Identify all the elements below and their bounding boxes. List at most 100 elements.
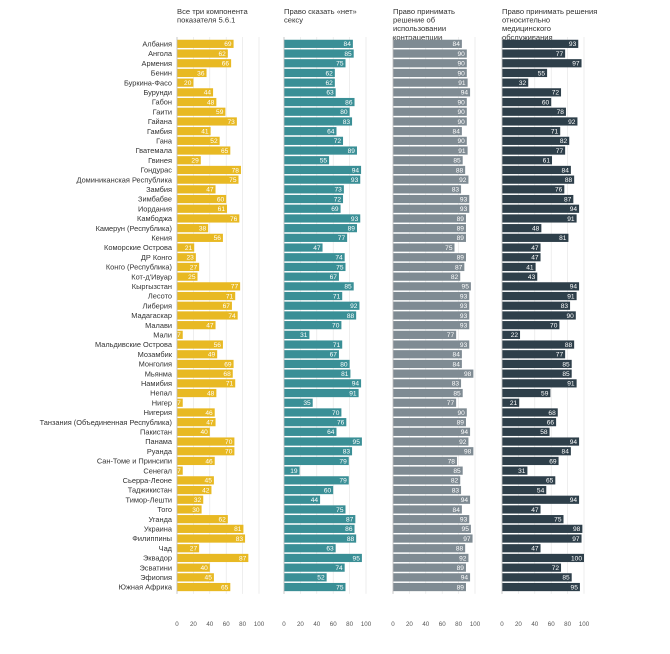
data-label: 71 bbox=[226, 381, 234, 388]
category-label: Украина bbox=[144, 524, 173, 533]
data-label: 89 bbox=[348, 225, 356, 232]
data-label: 55 bbox=[320, 158, 328, 165]
bar bbox=[284, 418, 347, 427]
data-label: 98 bbox=[464, 371, 472, 378]
bar bbox=[393, 175, 469, 184]
x-tick-label: 80 bbox=[564, 621, 571, 628]
bar bbox=[393, 369, 474, 378]
bar bbox=[393, 185, 462, 194]
x-tick-label: 0 bbox=[282, 621, 286, 628]
data-label: 47 bbox=[531, 255, 539, 262]
data-label: 73 bbox=[228, 119, 236, 126]
data-label: 69 bbox=[224, 361, 232, 368]
data-label: 7 bbox=[177, 468, 181, 475]
bar bbox=[284, 68, 335, 78]
bar bbox=[284, 466, 300, 475]
bar bbox=[393, 437, 469, 446]
series-title-line: медицинского bbox=[502, 24, 551, 33]
data-label: 22 bbox=[511, 332, 519, 339]
x-tick-label: 80 bbox=[346, 621, 353, 628]
bar bbox=[284, 311, 357, 320]
data-label: 69 bbox=[331, 206, 339, 213]
data-label: 77 bbox=[556, 51, 564, 58]
bar bbox=[393, 524, 471, 533]
bar bbox=[284, 330, 310, 339]
bar bbox=[502, 398, 520, 407]
bar bbox=[393, 97, 467, 107]
bar bbox=[177, 165, 241, 175]
data-label: 89 bbox=[348, 148, 356, 155]
category-label: Конго (Республика) bbox=[106, 263, 172, 272]
bar bbox=[502, 573, 572, 582]
data-label: 88 bbox=[456, 546, 464, 553]
category-label: Гватемала bbox=[136, 146, 173, 155]
data-label: 91 bbox=[458, 80, 466, 87]
bar bbox=[284, 233, 348, 242]
x-tick-label: 80 bbox=[455, 621, 462, 628]
data-label: 90 bbox=[457, 99, 465, 106]
data-label: 84 bbox=[453, 41, 461, 48]
bar bbox=[177, 359, 234, 369]
category-label: Ангола bbox=[148, 49, 173, 58]
bar bbox=[177, 117, 237, 126]
series-title-line: показателя 5.6.1 bbox=[177, 16, 235, 25]
data-label: 85 bbox=[562, 575, 570, 582]
bar bbox=[177, 495, 204, 504]
data-label: 90 bbox=[457, 410, 465, 417]
data-label: 82 bbox=[560, 138, 568, 145]
data-label: 83 bbox=[452, 381, 460, 388]
bar bbox=[284, 156, 330, 165]
category-label: Гаити bbox=[153, 107, 172, 116]
x-tick-label: 100 bbox=[254, 621, 265, 628]
series-title-line: относительно bbox=[502, 16, 550, 25]
bar bbox=[502, 117, 578, 126]
data-label: 84 bbox=[453, 128, 461, 135]
bar bbox=[284, 456, 349, 466]
category-label: Гана bbox=[156, 136, 173, 145]
data-label: 89 bbox=[457, 255, 465, 262]
bar bbox=[284, 204, 341, 213]
x-tick-label: 20 bbox=[190, 621, 197, 628]
category-label: Сан-Томе и Принсипи bbox=[97, 457, 172, 466]
bar bbox=[502, 243, 541, 252]
data-label: 92 bbox=[459, 177, 467, 184]
bar bbox=[177, 214, 240, 223]
data-label: 75 bbox=[336, 264, 344, 271]
data-label: 89 bbox=[457, 584, 465, 591]
category-label: Бурунди bbox=[143, 88, 172, 97]
x-tick-label: 100 bbox=[361, 621, 372, 628]
series-title-line: сексу bbox=[284, 16, 303, 25]
bar bbox=[177, 544, 200, 553]
data-label: 32 bbox=[519, 80, 527, 87]
data-label: 94 bbox=[570, 206, 578, 213]
category-label: Мадагаскар bbox=[131, 311, 172, 320]
category-label: Камбоджа bbox=[137, 214, 173, 223]
data-label: 78 bbox=[448, 458, 456, 465]
bar bbox=[393, 534, 473, 543]
bar bbox=[177, 534, 246, 543]
data-label: 77 bbox=[447, 332, 455, 339]
bar bbox=[177, 243, 195, 252]
bar bbox=[393, 214, 466, 223]
data-label: 90 bbox=[457, 109, 465, 116]
bar bbox=[393, 340, 470, 349]
bar bbox=[393, 388, 463, 398]
bar bbox=[502, 515, 564, 524]
data-label: 83 bbox=[236, 536, 244, 543]
data-label: 100 bbox=[571, 555, 582, 562]
data-label: 46 bbox=[205, 458, 213, 465]
data-label: 86 bbox=[345, 526, 353, 533]
category-label: Танзания (Объединенная Республика) bbox=[40, 418, 172, 427]
bar bbox=[393, 59, 467, 68]
series-title-3: Право принимать решение об использовании ко… bbox=[393, 7, 455, 42]
data-label: 93 bbox=[569, 41, 577, 48]
data-label: 98 bbox=[573, 526, 581, 533]
data-label: 94 bbox=[570, 284, 578, 291]
x-tick-label: 100 bbox=[470, 621, 481, 628]
bar bbox=[393, 262, 465, 272]
data-label: 83 bbox=[561, 303, 569, 310]
data-label: 84 bbox=[344, 41, 352, 48]
data-label: 95 bbox=[353, 439, 361, 446]
data-label: 90 bbox=[457, 51, 465, 58]
bar bbox=[502, 204, 580, 213]
